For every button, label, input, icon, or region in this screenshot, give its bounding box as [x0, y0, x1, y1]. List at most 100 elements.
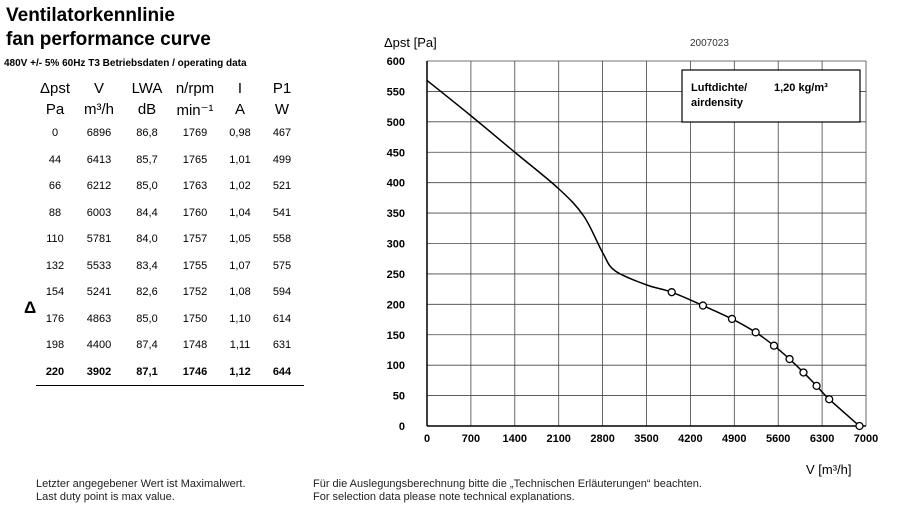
- table-cell: 5241: [86, 286, 112, 299]
- table-row: 132 5533 83,4 1755 1,07 575: [36, 253, 304, 280]
- footer-selection-en: For selection data please note technical…: [313, 491, 575, 503]
- table-cell: 220: [36, 358, 74, 386]
- table-cell: 66: [48, 180, 62, 193]
- footer-max-value-de: Letzter angegebener Wert ist Maximalwert…: [36, 478, 246, 490]
- x-tick-label: 2100: [546, 433, 570, 445]
- delta-marker: Δ: [24, 298, 37, 317]
- table-cell: V: [93, 80, 104, 97]
- table-cell: W: [274, 101, 290, 118]
- table-cell: 614: [272, 312, 292, 325]
- y-tick-label: 450: [387, 147, 405, 159]
- table-row: 0 6896 86,8 1769 0,98 467: [36, 120, 304, 147]
- table-cell: dB: [137, 101, 157, 118]
- y-tick-label: 250: [387, 269, 405, 281]
- table-cell: m³/h: [84, 101, 114, 118]
- table-cell: 6212: [86, 180, 112, 193]
- x-tick-label: 1400: [503, 433, 527, 445]
- table-cell: 154: [45, 286, 65, 299]
- operating-point: [667, 288, 676, 297]
- table-cell: Pa: [45, 101, 65, 118]
- table-cell: 1,12: [220, 358, 260, 386]
- legend-box: [681, 69, 861, 123]
- table-cell: 4863: [86, 312, 112, 325]
- table-cell: 6003: [86, 206, 112, 219]
- table-cell: 85,7: [136, 153, 158, 166]
- table-cell: 1755: [182, 259, 208, 272]
- x-tick-label: 4900: [722, 433, 746, 445]
- table-cell: 1752: [182, 286, 208, 299]
- y-tick-label: 100: [387, 360, 405, 372]
- table-cell: 1748: [182, 339, 208, 352]
- table-cell: 631: [272, 339, 292, 352]
- table-row: 44 6413 85,7 1765 1,01 499: [36, 147, 304, 174]
- table-cell: 1,01: [229, 153, 251, 166]
- legend-density-label-en: airdensity: [691, 97, 744, 109]
- table-cell: 85,0: [136, 180, 158, 193]
- legend-density-label: Luftdichte/: [691, 82, 747, 94]
- title-english: fan performance curve: [6, 29, 211, 50]
- table-cell: 1760: [182, 206, 208, 219]
- table-cell: 0: [51, 127, 59, 140]
- table-row: 176 4863 85,0 1750 1,10 614: [36, 306, 304, 333]
- table-cell: 88: [48, 206, 62, 219]
- table-header-row: Δpst V LWA n/rpm I P1: [36, 78, 304, 99]
- footer-selection-de: Für die Auslegungsberechnung bitte die „…: [313, 478, 702, 490]
- chart-code: 2007023: [690, 38, 729, 49]
- x-tick-label: 0: [424, 433, 430, 445]
- y-tick-label: 50: [393, 391, 405, 403]
- operating-conditions: 480V +/- 5% 60Hz T3 Betriebsdaten / oper…: [4, 58, 247, 69]
- table-cell: 1746: [170, 358, 220, 386]
- table-cell: LWA: [131, 80, 163, 97]
- x-tick-label: 2800: [590, 433, 614, 445]
- table-cell: I: [237, 80, 243, 97]
- table-cell: 1,08: [229, 286, 251, 299]
- table-cell: 5533: [86, 259, 112, 272]
- table-row: 154 5241 82,6 1752 1,08 594: [36, 279, 304, 306]
- x-axis-label: V [m³/h]: [806, 462, 852, 477]
- table-cell: 132: [45, 259, 65, 272]
- table-cell: 3902: [74, 358, 124, 386]
- table-row: 110 5781 84,0 1757 1,05 558: [36, 226, 304, 253]
- table-cell: P1: [272, 80, 292, 97]
- operating-point: [812, 381, 821, 391]
- y-tick-label: 600: [387, 56, 405, 68]
- table-cell: 1765: [182, 153, 208, 166]
- table-cell: 1,07: [229, 259, 251, 272]
- table-cell: 1750: [182, 312, 208, 325]
- y-tick-label: 400: [387, 178, 405, 190]
- table-row: 66 6212 85,0 1763 1,02 521: [36, 173, 304, 200]
- table-cell: 1757: [182, 233, 208, 246]
- operating-data-table: Δpst V LWA n/rpm I P1 Pa m³/h dB min⁻¹ A W 0 6896 86,8…: [36, 78, 304, 386]
- y-tick-label: 150: [387, 330, 405, 342]
- operating-point: [698, 301, 708, 310]
- table-cell: 1,11: [229, 339, 251, 352]
- title-german: Ventilatorkennlinie: [6, 5, 175, 26]
- operating-point: [855, 421, 864, 431]
- table-units-row: Pa m³/h dB min⁻¹ A W: [36, 99, 304, 120]
- table-cell: 541: [272, 206, 292, 219]
- y-tick-label: 200: [387, 299, 405, 311]
- operating-point: [769, 341, 779, 350]
- table-cell: 521: [272, 180, 292, 193]
- table-cell: 1,10: [229, 312, 251, 325]
- footer-max-value-en: Last duty point is max value.: [36, 491, 175, 503]
- table-cell: 558: [272, 233, 292, 246]
- x-tick-label: 3500: [634, 433, 658, 445]
- table-cell: 198: [45, 339, 65, 352]
- x-tick-label: 4200: [678, 433, 702, 445]
- performance-curve: [426, 79, 860, 427]
- table-cell: min⁻¹: [176, 101, 214, 119]
- table-cell: 1769: [182, 127, 208, 140]
- table-cell: 86,8: [136, 127, 158, 140]
- y-tick-label: 300: [387, 239, 405, 251]
- table-cell: Δpst: [39, 80, 71, 97]
- operating-point: [825, 395, 834, 404]
- y-tick-label: 550: [387, 86, 405, 98]
- x-tick-label: 5600: [766, 433, 790, 445]
- table-row: 88 6003 84,4 1760 1,04 541: [36, 200, 304, 227]
- y-tick-label: 500: [387, 117, 405, 129]
- table-cell: 87,1: [124, 358, 170, 386]
- table-cell: 6896: [86, 127, 112, 140]
- table-cell: 1,05: [229, 233, 251, 246]
- table-cell: 575: [272, 259, 292, 272]
